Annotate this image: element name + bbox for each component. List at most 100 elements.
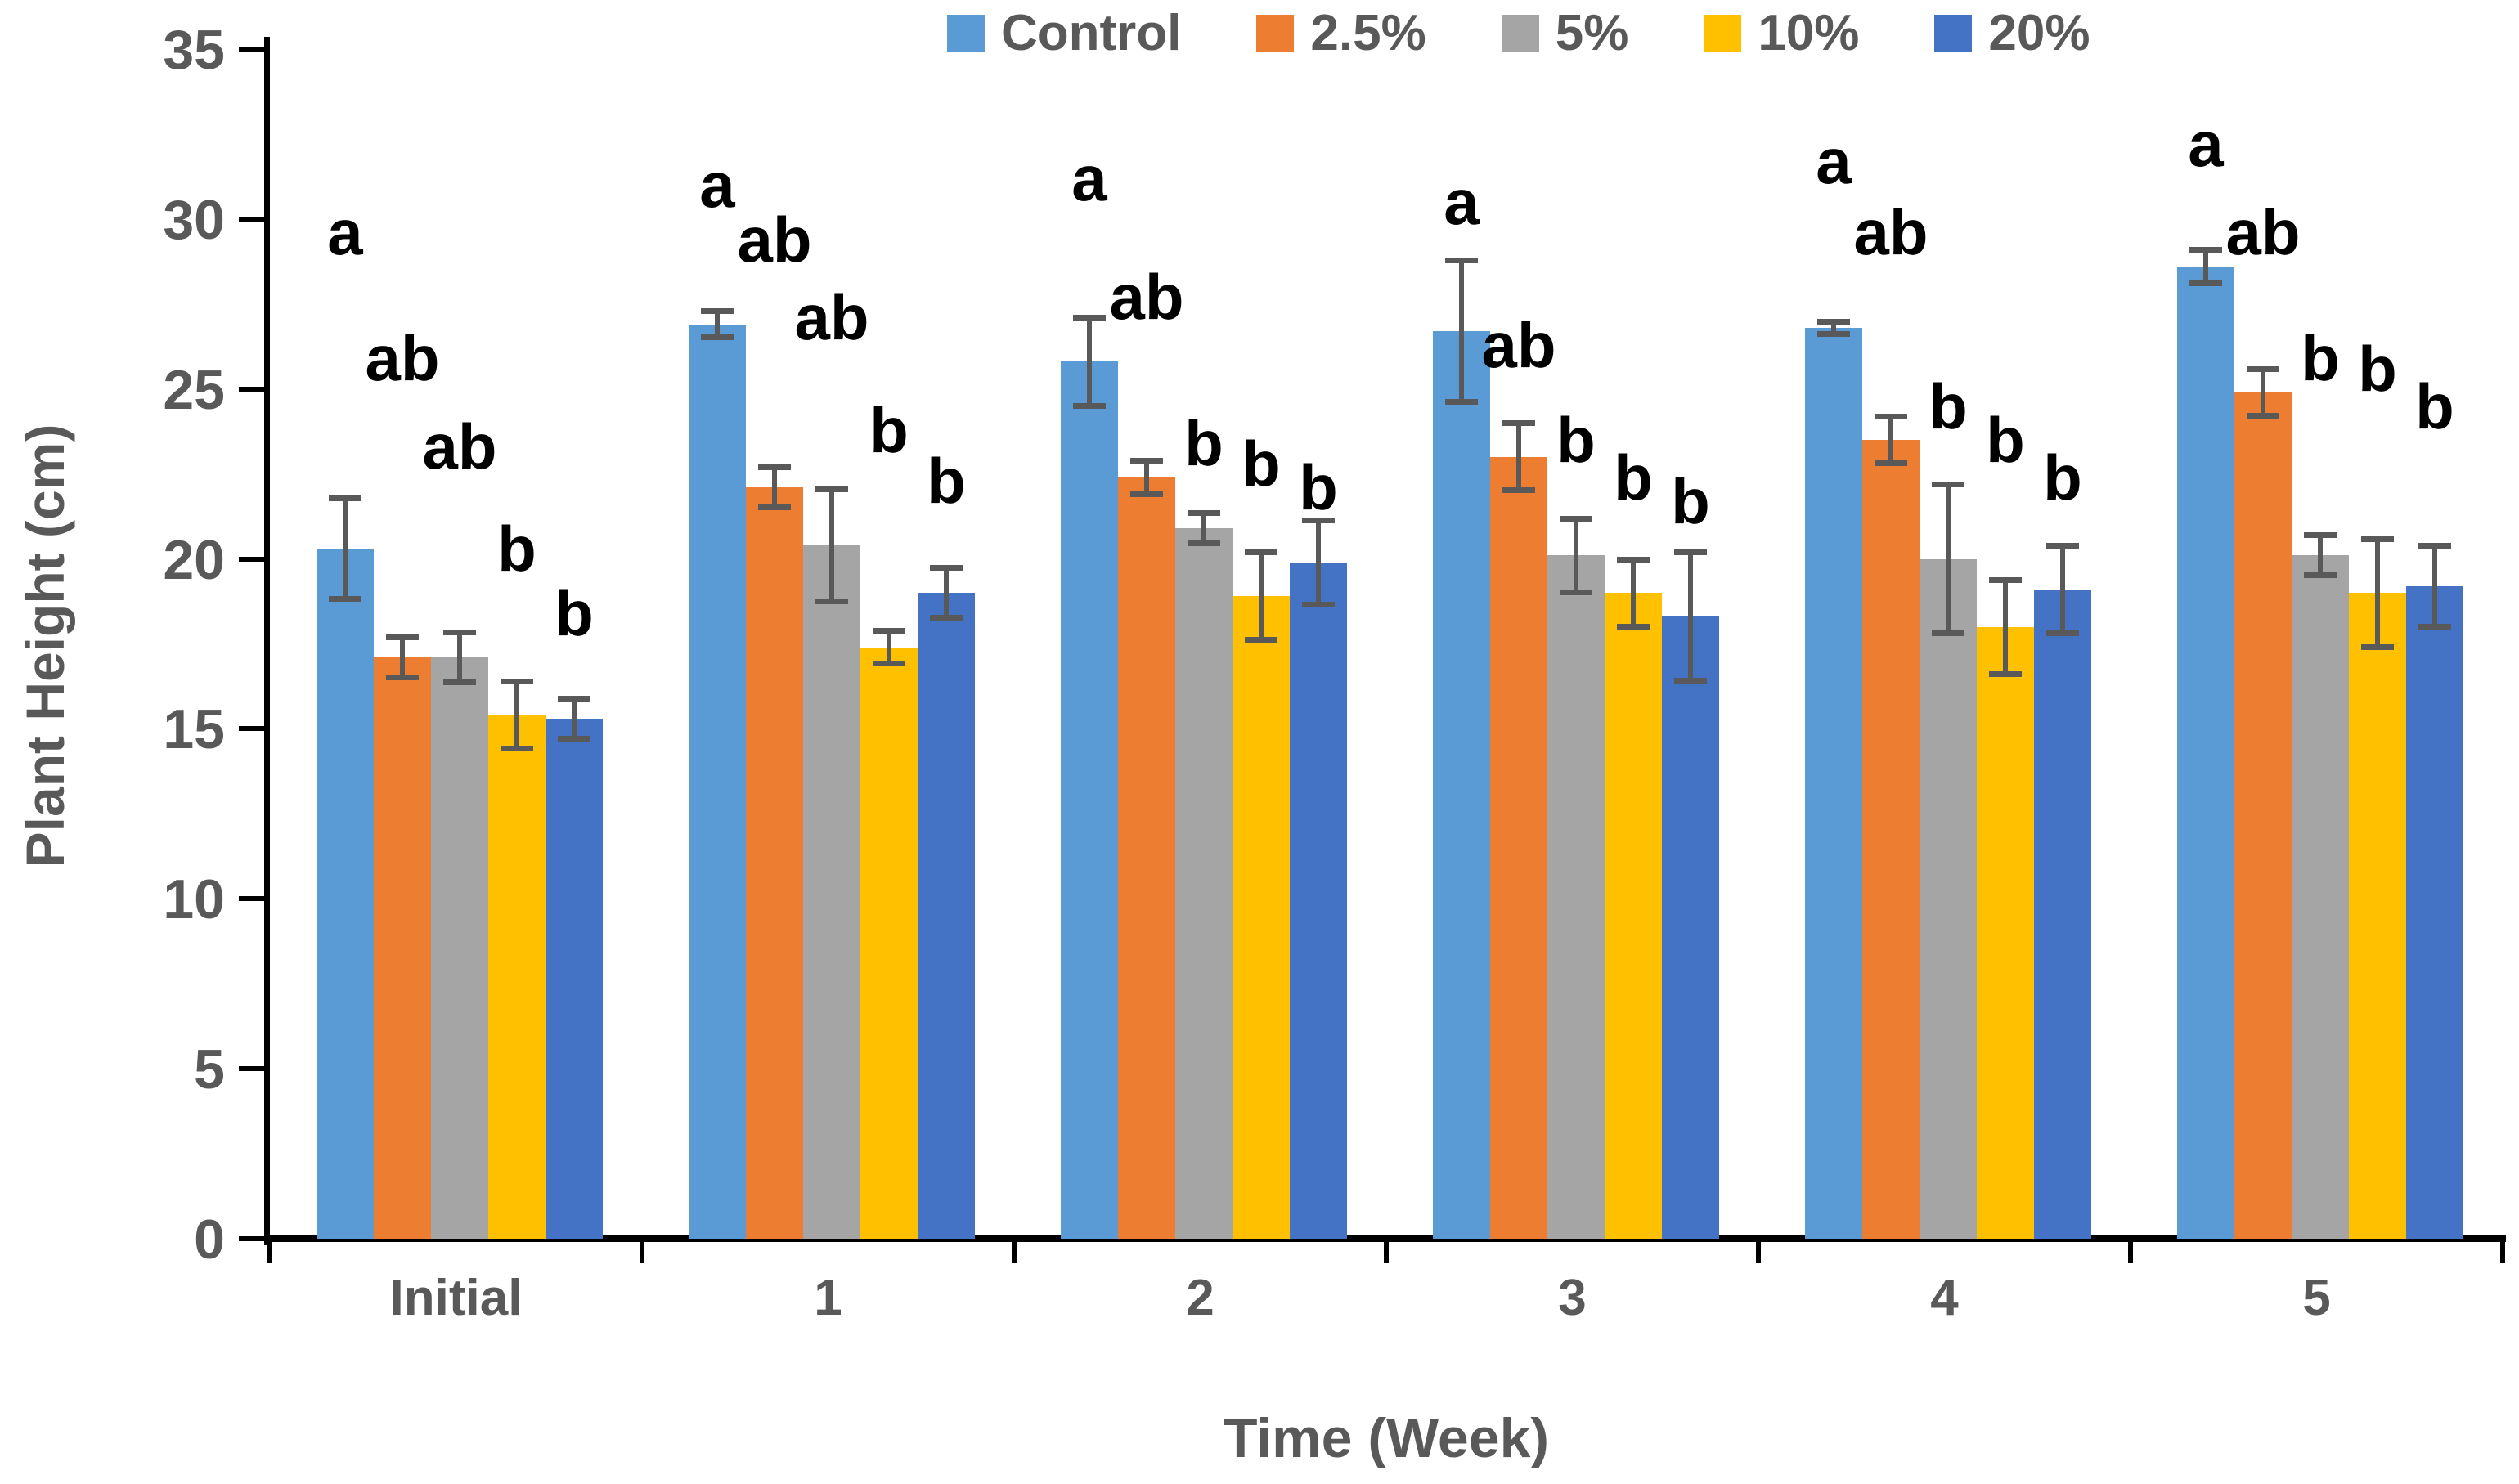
error-bar-cap-bottom <box>443 679 476 686</box>
bar-2.5-4 <box>1862 440 1920 1239</box>
error-bar-cap-bottom <box>501 746 533 752</box>
y-tick-label: 35 <box>163 19 225 81</box>
sig-letter: a <box>1816 125 1852 198</box>
error-bar-stem <box>887 630 891 665</box>
error-bar-stem <box>2375 538 2380 648</box>
y-tick <box>239 896 270 902</box>
sig-letter: b <box>1184 407 1224 480</box>
error-bar-stem <box>514 681 519 750</box>
error-bar-stem <box>343 497 348 600</box>
error-bar-stem <box>2432 545 2437 627</box>
bar-20-5 <box>2406 585 2463 1239</box>
error-bar-cap-top <box>2046 542 2079 549</box>
sig-letter: a <box>699 149 735 222</box>
y-axis-title: Plant Height (cm) <box>15 424 75 868</box>
error-bar-cap-top <box>1989 576 2022 583</box>
error-bar-cap-bottom <box>1617 623 1650 630</box>
legend-item-2.5: 2.5% <box>1256 8 1426 59</box>
error-bar-cap-top <box>873 627 905 634</box>
x-tick <box>1384 1239 1389 1263</box>
error-bar-cap-top <box>1445 257 1478 263</box>
legend-swatch-icon <box>1501 15 1539 52</box>
error-bar-stem <box>1316 519 1321 605</box>
error-bar-cap-bottom <box>2247 412 2279 419</box>
y-tick <box>239 726 270 732</box>
x-category-label: 1 <box>814 1270 842 1326</box>
sig-letter: b <box>869 393 909 466</box>
error-bar-cap-bottom <box>1188 540 1220 546</box>
error-bar-cap-bottom <box>2189 280 2222 286</box>
error-bar-stem <box>1574 518 1578 594</box>
legend-swatch-icon <box>1256 15 1295 52</box>
error-bar-cap-top <box>329 495 361 501</box>
error-bar-stem <box>1888 415 1893 464</box>
x-axis-title: Time (Week) <box>1223 1407 1550 1469</box>
sig-letter: ab <box>737 203 812 276</box>
x-category-label: Initial <box>389 1270 523 1326</box>
sig-letter: a <box>2188 108 2224 181</box>
bar-5-initial <box>431 657 488 1239</box>
legend-label: 10% <box>1758 5 1860 61</box>
error-bar-cap-bottom <box>1875 460 1907 467</box>
y-tick-label: 0 <box>194 1208 225 1271</box>
error-bar-cap-bottom <box>930 615 963 621</box>
error-bar-cap-bottom <box>1302 601 1335 607</box>
bar-5-3 <box>1547 555 1605 1239</box>
error-bar-cap-bottom <box>2361 643 2394 650</box>
error-bar-stem <box>1144 460 1149 495</box>
error-bar-stem <box>2003 579 2008 675</box>
error-bar-cap-bottom <box>329 596 361 603</box>
x-category-label: 5 <box>2302 1270 2331 1326</box>
sig-letter: a <box>327 196 363 269</box>
error-bar-cap-bottom <box>386 675 419 681</box>
error-bar-cap-bottom <box>758 504 791 511</box>
bar-10-1 <box>860 647 918 1239</box>
error-bar-cap-top <box>1932 482 1964 488</box>
sig-letter: a <box>1071 141 1107 214</box>
y-tick-label: 5 <box>194 1038 225 1101</box>
x-category-label: 3 <box>1558 1270 1587 1326</box>
legend-item-10: 10% <box>1704 8 1859 59</box>
y-tick-label: 20 <box>163 528 225 591</box>
sig-letter: b <box>1556 404 1596 477</box>
error-bar-stem <box>2203 249 2208 284</box>
error-bar-cap-top <box>1560 515 1592 522</box>
error-bar-cap-bottom <box>558 735 590 742</box>
bar-Control-1 <box>689 324 746 1239</box>
error-bar-cap-top <box>501 679 533 685</box>
x-category-label: 4 <box>1930 1270 1959 1326</box>
error-bar-stem <box>1201 513 1206 544</box>
bar-10-4 <box>1977 626 2034 1239</box>
error-bar-stem <box>457 631 462 684</box>
y-tick <box>239 386 270 392</box>
y-tick-label: 10 <box>163 868 225 931</box>
error-bar-cap-top <box>1875 413 1907 419</box>
y-tick-label: 15 <box>163 698 225 761</box>
sig-letter: ab <box>794 281 869 354</box>
sig-letter: b <box>1671 464 1710 537</box>
error-bar-stem <box>400 637 405 679</box>
sig-letter: ab <box>1853 196 1929 269</box>
legend-swatch-icon <box>1704 15 1742 52</box>
legend-item-20: 20% <box>1934 8 2090 59</box>
bar-Control-4 <box>1805 327 1862 1239</box>
bar-Control-5 <box>2177 267 2234 1239</box>
error-bar-cap-bottom <box>2304 572 2337 579</box>
error-bar-cap-top <box>815 486 848 493</box>
legend-swatch-icon <box>947 15 985 52</box>
bar-10-initial <box>488 715 546 1239</box>
error-bar-cap-bottom <box>873 661 905 667</box>
error-bar-cap-bottom <box>1817 331 1850 338</box>
sig-letter: b <box>1614 441 1653 513</box>
y-axis-title-wrap: Plant Height (cm) <box>8 204 82 1087</box>
y-tick <box>239 1236 270 1241</box>
error-bar-cap-top <box>386 634 419 641</box>
bar-2.5-initial <box>374 657 431 1239</box>
bar-10-5 <box>2349 593 2406 1239</box>
error-bar-stem <box>1516 423 1521 491</box>
error-bar-cap-bottom <box>1445 399 1478 406</box>
error-bar-cap-top <box>2304 532 2337 539</box>
sig-letter: b <box>1929 370 1968 442</box>
error-bar-cap-top <box>1073 315 1106 321</box>
